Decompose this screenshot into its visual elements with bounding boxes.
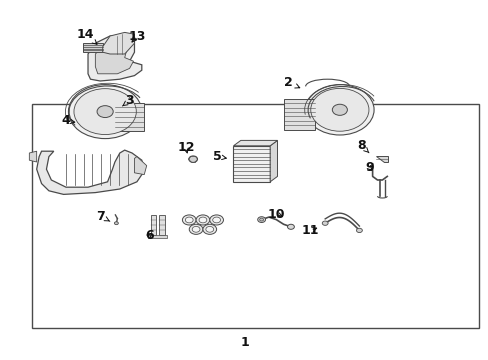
Text: 4: 4 [61, 114, 75, 127]
Circle shape [114, 222, 118, 225]
Text: 3: 3 [122, 94, 134, 107]
Circle shape [259, 218, 263, 221]
Circle shape [189, 224, 203, 234]
Polygon shape [159, 215, 165, 235]
Polygon shape [115, 103, 144, 131]
Circle shape [205, 226, 213, 232]
Text: 7: 7 [96, 210, 110, 222]
Polygon shape [233, 146, 269, 182]
Text: 10: 10 [267, 208, 285, 221]
Text: 1: 1 [240, 336, 248, 349]
Circle shape [332, 104, 346, 115]
Polygon shape [375, 156, 387, 162]
Polygon shape [88, 36, 142, 81]
Circle shape [68, 85, 142, 139]
Circle shape [182, 215, 196, 225]
Circle shape [322, 221, 327, 225]
Polygon shape [269, 140, 277, 182]
Text: 9: 9 [364, 161, 373, 174]
Polygon shape [283, 99, 315, 130]
Circle shape [209, 215, 223, 225]
Circle shape [287, 224, 294, 229]
Circle shape [196, 215, 209, 225]
Polygon shape [83, 43, 102, 52]
Polygon shape [95, 41, 133, 74]
Circle shape [199, 217, 206, 223]
Polygon shape [233, 140, 277, 146]
Circle shape [203, 224, 216, 234]
Text: 6: 6 [144, 229, 153, 242]
Circle shape [188, 156, 197, 162]
Circle shape [192, 226, 200, 232]
Polygon shape [150, 215, 156, 235]
Circle shape [310, 89, 368, 131]
Text: 11: 11 [301, 224, 319, 237]
Polygon shape [147, 235, 167, 238]
Circle shape [305, 85, 373, 135]
Bar [32, 104, 478, 328]
Circle shape [74, 89, 136, 135]
Text: 12: 12 [177, 141, 194, 154]
Circle shape [356, 228, 362, 233]
Text: 14: 14 [77, 28, 97, 44]
Text: 13: 13 [128, 30, 145, 42]
Text: 2: 2 [284, 76, 299, 89]
Text: 8: 8 [357, 139, 368, 153]
Circle shape [212, 217, 220, 223]
Polygon shape [102, 32, 134, 54]
Polygon shape [29, 151, 37, 162]
Circle shape [97, 106, 113, 118]
Circle shape [185, 217, 193, 223]
Polygon shape [134, 157, 146, 175]
Polygon shape [37, 150, 144, 194]
Circle shape [257, 217, 265, 222]
Text: 5: 5 [213, 150, 226, 163]
